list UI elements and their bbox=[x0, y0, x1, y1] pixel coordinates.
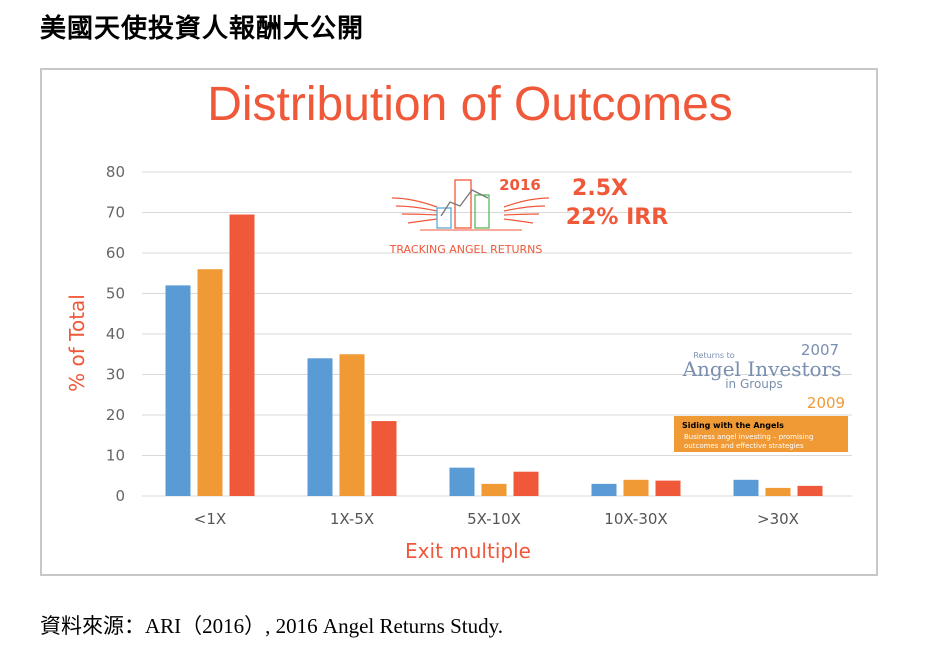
bars bbox=[165, 214, 823, 496]
logo-2016-caption: TRACKING ANGEL RETURNS bbox=[389, 243, 543, 256]
logo-2007-sub: in Groups bbox=[725, 377, 783, 391]
page-heading: 美國天使投資人報酬大公開 bbox=[40, 14, 365, 44]
label-year-2016: 2016 bbox=[499, 176, 541, 194]
bar-2016-2 bbox=[513, 471, 539, 496]
y-tick-label: 80 bbox=[106, 163, 125, 181]
wings-icon bbox=[391, 197, 550, 224]
y-tick-labels: 0 10 20 30 40 50 60 70 80 bbox=[106, 163, 125, 505]
bar-2007-2 bbox=[449, 467, 475, 496]
x-tick-label: 5X-10X bbox=[467, 510, 521, 528]
bar-2016-0 bbox=[229, 214, 255, 496]
y-tick-label: 40 bbox=[106, 325, 125, 343]
bar-2016-1 bbox=[371, 421, 397, 496]
x-axis-label: Exit multiple bbox=[405, 539, 531, 563]
bar-2007-0 bbox=[165, 285, 191, 496]
y-tick-label: 20 bbox=[106, 406, 125, 424]
bar-chart: Distribution of Outcomes 0 10 20 30 40 50 60 70… bbox=[65, 78, 852, 563]
buildings-icon bbox=[436, 179, 490, 229]
y-tick-label: 30 bbox=[106, 366, 125, 384]
y-tick-label: 50 bbox=[106, 285, 125, 303]
y-tick-label: 60 bbox=[106, 244, 125, 262]
bar-2016-4 bbox=[797, 485, 823, 496]
bar-2009-2 bbox=[481, 483, 507, 496]
label-year-2009: 2009 bbox=[807, 394, 845, 412]
y-tick-label: 0 bbox=[115, 487, 125, 505]
bar-2009-0 bbox=[197, 269, 223, 496]
logo-2009-line1: Business angel investing – promising bbox=[684, 433, 813, 441]
chart-title: Distribution of Outcomes bbox=[207, 78, 733, 131]
x-tick-label: <1X bbox=[194, 510, 226, 528]
x-tick-label: >30X bbox=[757, 510, 799, 528]
gridlines bbox=[142, 171, 852, 497]
logo-2007-main: Angel Investors bbox=[682, 357, 842, 381]
bar-2009-4 bbox=[765, 487, 791, 496]
y-tick-label: 70 bbox=[106, 204, 125, 222]
bar-2016-3 bbox=[655, 480, 681, 496]
bar-2007-1 bbox=[307, 358, 333, 496]
label-year-2007: 2007 bbox=[801, 341, 839, 359]
x-tick-label: 1X-5X bbox=[330, 510, 374, 528]
bar-2007-4 bbox=[733, 479, 759, 496]
label-multiple: 2.5X bbox=[572, 176, 628, 201]
label-irr: 22% IRR bbox=[566, 205, 668, 230]
chart-frame: Distribution of Outcomes 0 10 20 30 40 50 60 70… bbox=[40, 68, 878, 576]
source-note: 資料來源：ARI（2016）, 2016 Angel Returns Study… bbox=[40, 614, 503, 638]
x-tick-labels: <1X 1X-5X 5X-10X 10X-30X >30X bbox=[194, 510, 799, 528]
y-axis-label: % of Total bbox=[65, 294, 89, 392]
tracking-angel-returns-logo: TRACKING ANGEL RETURNS bbox=[389, 179, 550, 256]
bar-2009-3 bbox=[623, 479, 649, 496]
logo-2009-title: Siding with the Angels bbox=[682, 421, 784, 430]
bar-2007-3 bbox=[591, 483, 617, 496]
bar-2009-1 bbox=[339, 354, 365, 496]
x-tick-label: 10X-30X bbox=[604, 510, 667, 528]
logo-2009-box bbox=[674, 416, 848, 452]
logo-2007-small: Returns to bbox=[693, 351, 734, 360]
y-tick-label: 10 bbox=[106, 447, 125, 465]
logo-2009-line2: outcomes and effective strategies bbox=[684, 442, 804, 450]
